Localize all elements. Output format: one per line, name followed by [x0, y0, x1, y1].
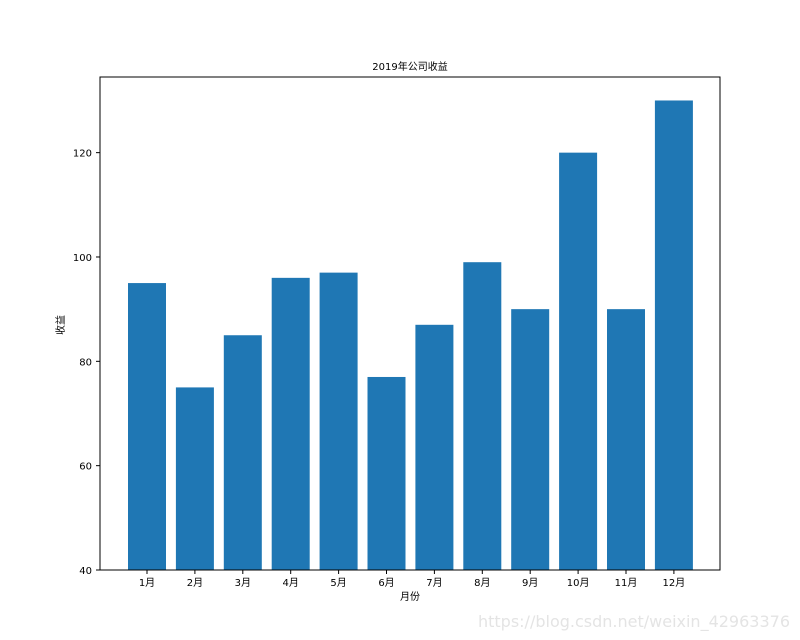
x-tick-label: 8月	[474, 577, 490, 589]
x-tick-label: 11月	[615, 577, 638, 589]
bar-8	[463, 262, 502, 570]
x-tick-label: 4月	[283, 577, 299, 589]
y-axis-title: 收益	[54, 315, 67, 335]
x-tick-label: 5月	[330, 577, 346, 589]
bar-3	[223, 335, 262, 570]
chart-title: 2019年公司收益	[372, 60, 447, 73]
x-tick-label: 1月	[139, 577, 155, 589]
y-tick-label: 60	[79, 462, 92, 473]
bar-7	[415, 324, 454, 570]
bar-5	[319, 272, 358, 570]
bar-9	[511, 309, 550, 570]
bar-2	[175, 387, 214, 570]
watermark: https://blog.csdn.net/weixin_42963376	[477, 612, 790, 631]
bar-12	[654, 100, 693, 570]
y-tick-label: 40	[79, 566, 92, 577]
bar-1	[128, 283, 166, 570]
x-tick-label: 2月	[187, 577, 203, 589]
bar-4	[271, 277, 310, 570]
plot-frame	[99, 76, 721, 571]
y-axis: 40 60 80 100 120	[73, 149, 100, 577]
x-tick-label: 3月	[235, 577, 251, 589]
bar-6	[367, 376, 406, 570]
x-tick-label: 9月	[522, 577, 538, 589]
x-tick-label: 12月	[663, 577, 686, 589]
bar-10	[559, 152, 598, 570]
x-tick-label: 6月	[378, 577, 394, 589]
x-tick-label: 7月	[426, 577, 442, 589]
y-tick-label: 100	[73, 253, 92, 264]
x-axis-title: 月份	[400, 591, 420, 603]
x-axis: 1月 2月 3月 4月 5月 6月 7月 8月 9月 10月 11月 12月	[139, 570, 685, 589]
bars-group	[128, 100, 693, 570]
x-tick-label: 10月	[567, 577, 590, 589]
y-tick-label: 120	[73, 149, 92, 160]
bar-11	[607, 309, 645, 570]
y-tick-label: 80	[79, 357, 92, 368]
